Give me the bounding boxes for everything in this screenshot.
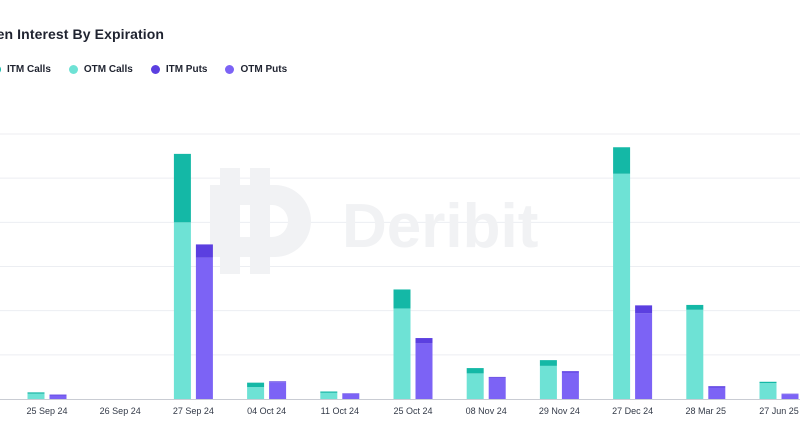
bar-otm-calls-10[interactable] bbox=[686, 309, 704, 399]
x-tick-label: 11 Oct 24 bbox=[321, 406, 359, 416]
x-tick-label: 08 Nov 24 bbox=[466, 406, 507, 416]
bar-itm-calls-5[interactable] bbox=[320, 391, 338, 393]
legend-swatch-otm-calls bbox=[68, 65, 78, 74]
legend-item-itm-puts[interactable]: ITM Puts bbox=[150, 64, 208, 75]
deribit-logo-icon bbox=[210, 168, 311, 274]
bar-otm-calls-1[interactable] bbox=[27, 393, 45, 399]
x-axis-ticks: 25 Sep 24 26 Sep 24 27 Sep 24 04 Oct 24 11 O… bbox=[26, 406, 798, 416]
legend: ITM Calls OTM Calls ITM Puts OTM Puts bbox=[0, 64, 305, 75]
legend-label-itm-calls: ITM Calls bbox=[7, 64, 51, 75]
legend-item-otm-puts[interactable]: OTM Puts bbox=[225, 64, 287, 75]
x-tick-label: 04 Oct 24 bbox=[247, 406, 286, 416]
bar-otm-calls-7[interactable] bbox=[466, 373, 484, 399]
bar-otm-calls-3[interactable] bbox=[173, 222, 191, 399]
bar-itm-puts-8[interactable] bbox=[561, 371, 579, 373]
legend-label-otm-calls: OTM Calls bbox=[83, 64, 133, 75]
legend-swatch-otm-puts bbox=[225, 65, 235, 74]
bar-otm-puts-10[interactable] bbox=[708, 387, 726, 399]
bar-itm-calls-10[interactable] bbox=[686, 304, 704, 310]
x-tick-label: 25 Sep 24 bbox=[26, 406, 67, 416]
bar-itm-calls-8[interactable] bbox=[539, 360, 557, 366]
bar-itm-calls-9[interactable] bbox=[613, 147, 631, 174]
x-tick-label: 28 Mar 25 bbox=[686, 406, 727, 416]
bar-otm-puts-6[interactable] bbox=[415, 343, 433, 399]
gridlines bbox=[0, 133, 800, 356]
bar-otm-puts-4[interactable] bbox=[269, 382, 287, 399]
bar-itm-calls-1[interactable] bbox=[27, 392, 45, 394]
legend-item-itm-calls[interactable]: ITM Calls bbox=[0, 64, 51, 75]
bar-otm-puts-9[interactable] bbox=[635, 313, 653, 399]
bar-itm-puts-1[interactable] bbox=[49, 394, 67, 396]
x-tick-label: 27 Jun 25 bbox=[759, 406, 799, 416]
bar-otm-puts-5[interactable] bbox=[342, 393, 360, 399]
bar-itm-puts-3[interactable] bbox=[195, 244, 213, 258]
bar-itm-calls-3[interactable] bbox=[173, 153, 191, 223]
x-tick-label: 27 Sep 24 bbox=[173, 406, 214, 416]
watermark: Deribit bbox=[210, 168, 538, 274]
chart-title: pen Interest By Expiration bbox=[0, 26, 165, 42]
bar-otm-calls-9[interactable] bbox=[613, 173, 631, 399]
bar-otm-calls-6[interactable] bbox=[393, 308, 411, 399]
bar-itm-puts-6[interactable] bbox=[415, 338, 433, 344]
bar-otm-puts-1[interactable] bbox=[49, 395, 67, 399]
legend-item-otm-calls[interactable]: OTM Calls bbox=[68, 64, 133, 75]
bar-itm-calls-6[interactable] bbox=[393, 289, 411, 309]
bar-itm-puts-9[interactable] bbox=[635, 305, 653, 314]
x-tick-label: 25 Oct 24 bbox=[393, 406, 432, 416]
legend-label-itm-puts: ITM Puts bbox=[165, 64, 208, 75]
legend-label-otm-puts: OTM Puts bbox=[240, 64, 288, 75]
bar-otm-calls-4[interactable] bbox=[247, 387, 265, 399]
legend-swatch-itm-calls bbox=[0, 65, 1, 74]
bar-otm-puts-8[interactable] bbox=[561, 372, 579, 400]
x-tick-label: 29 Nov 24 bbox=[539, 406, 580, 416]
bar-otm-calls-5[interactable] bbox=[320, 392, 338, 399]
bar-itm-puts-10[interactable] bbox=[708, 386, 726, 388]
bar-otm-puts-7[interactable] bbox=[488, 377, 506, 399]
bar-itm-calls-11[interactable] bbox=[759, 381, 777, 384]
bar-itm-puts-4[interactable] bbox=[269, 381, 287, 383]
bar-otm-puts-3[interactable] bbox=[195, 257, 213, 399]
bar-otm-calls-11[interactable] bbox=[759, 383, 777, 399]
legend-swatch-itm-puts bbox=[150, 65, 160, 74]
x-tick-label: 26 Sep 24 bbox=[100, 406, 141, 416]
bar-itm-calls-7[interactable] bbox=[466, 368, 484, 374]
bars bbox=[27, 147, 799, 400]
bar-itm-calls-4[interactable] bbox=[247, 382, 265, 388]
x-tick-label: 27 Dec 24 bbox=[612, 406, 653, 416]
bar-otm-calls-8[interactable] bbox=[539, 365, 557, 399]
bar-itm-puts-7[interactable] bbox=[488, 376, 506, 378]
bar-otm-puts-11[interactable] bbox=[781, 394, 799, 399]
watermark-text: Deribit bbox=[342, 192, 538, 261]
